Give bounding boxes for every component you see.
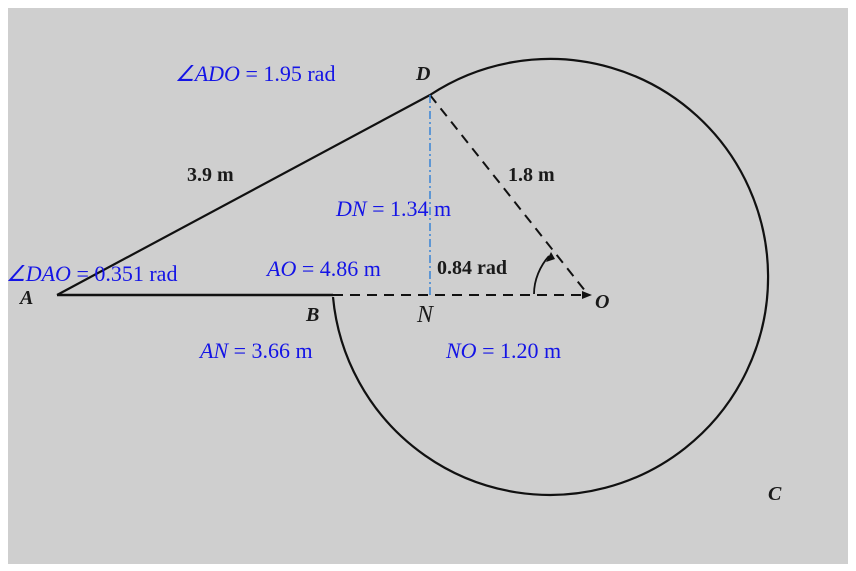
arrowhead-o <box>582 291 592 299</box>
point-label-d: D <box>415 63 430 85</box>
annotation-dn: DN = 1.34 m <box>335 196 451 221</box>
annotation-ao: AO = 4.86 m <box>265 256 381 281</box>
circle-arc <box>331 57 770 496</box>
point-label-n: N <box>416 302 435 328</box>
annotation-no: NO = 1.20 m <box>445 338 561 363</box>
point-label-c: C <box>768 483 782 505</box>
segment-ad <box>56 94 431 296</box>
annotation-angle-dao: ∠DAO = 0.351 rad <box>6 261 177 286</box>
point-label-o: O <box>595 291 609 313</box>
annotation-angle-ado: ∠ADO = 1.95 rad <box>175 61 335 86</box>
angle-arc-o <box>533 255 550 295</box>
angle-arc-arrow <box>546 252 555 262</box>
point-label-b: B <box>305 304 319 326</box>
length-label-do: 1.8 m <box>508 164 555 186</box>
length-label-ad: 3.9 m <box>187 164 234 186</box>
figure-background <box>8 8 848 564</box>
annotation-an: AN = 3.66 m <box>198 338 313 363</box>
segment-do-dashed <box>429 94 587 293</box>
point-label-a: A <box>18 287 33 309</box>
angle-label-o: 0.84 rad <box>437 257 507 279</box>
